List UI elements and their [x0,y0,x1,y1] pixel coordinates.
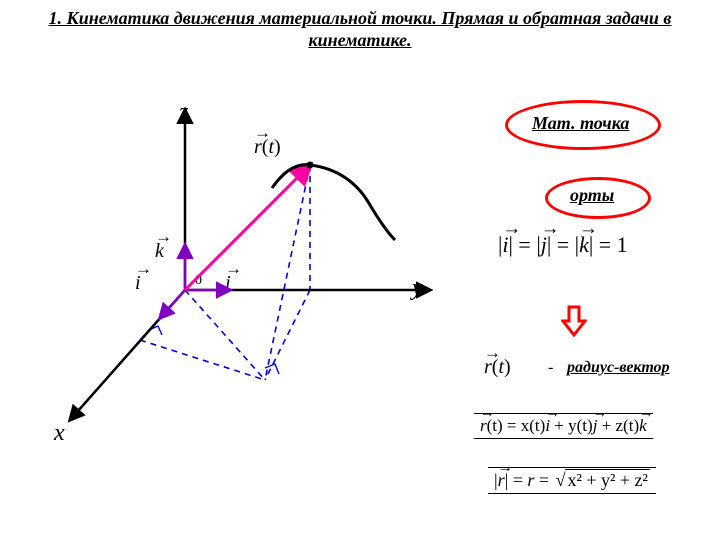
block-arrow-down [561,305,587,337]
axes [70,110,430,420]
callout-orts: орты [570,185,614,206]
radius-vector [185,165,310,290]
title-line1: 1. Кинематика движения материальной точк… [0,8,720,29]
right-angle-markers [149,326,279,374]
formula-decomposition: r(t) = x(t)i + y(t)j + z(t)k [474,413,653,439]
formula-orts-equality: |i| = |j| = |k| = 1 [498,232,628,258]
callout-mat-point: Мат. точка [532,113,629,134]
formula-magnitude: |r| = r = √x² + y² + z² [488,467,656,494]
dash-before-radius: - [548,359,553,377]
title-line2: кинематике. [0,30,720,51]
callout-radius-vector: радиус-вектор [567,359,670,377]
coordinate-diagram [50,90,460,460]
formula-r-of-t-right: r(t) [484,356,511,379]
projection-lines [140,165,310,380]
trajectory [272,165,395,240]
